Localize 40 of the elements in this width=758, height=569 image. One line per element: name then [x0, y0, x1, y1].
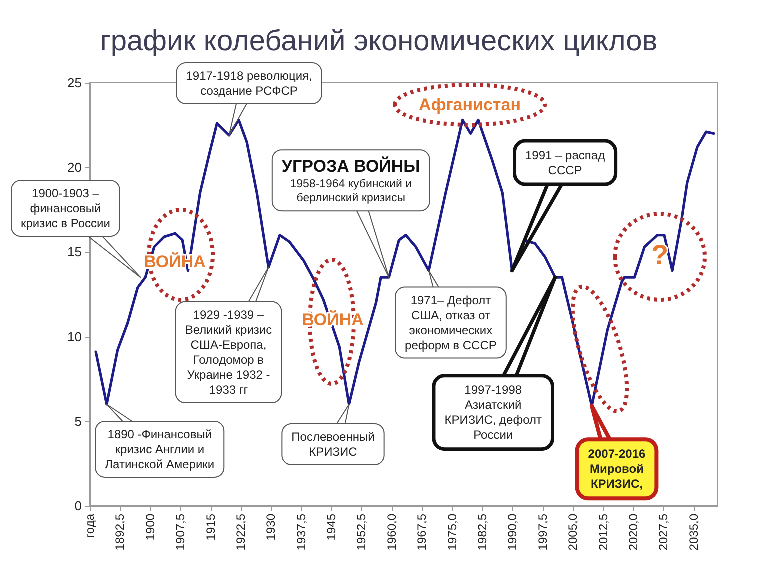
x-tick-label: 2035,0 [686, 514, 701, 551]
y-tick-label: 5 [74, 414, 82, 429]
x-tick-label: 2020,0 [626, 514, 640, 551]
x-tick-label: 1922,5 [234, 514, 248, 551]
x-tick-label: 2005,0 [566, 514, 580, 551]
x-tick-label: 2012,5 [596, 514, 610, 551]
x-tick-label: 1937,5 [294, 514, 308, 551]
x-tick-label: 1990,0 [506, 514, 520, 551]
annotation: УГРОЗА ВОЙНЫ 1958-1964 кубинский и берлинский кризисы [282, 156, 420, 205]
x-tick-label: 1907,5 [174, 514, 188, 551]
annotation: 1890 -Финансовый кризис Англии и Латинской Америки [105, 427, 215, 472]
x-tick-label: 2027,5 [656, 514, 671, 551]
annotation: Послевоенный КРИЗИС [292, 430, 375, 459]
chart-title: график колебаний экономических циклов [100, 26, 658, 58]
x-tick-label: 1982,5 [476, 514, 490, 551]
annotation: ? [651, 240, 669, 270]
annotation: 2007-2016 Мировой КРИЗИС, [588, 447, 646, 492]
x-tick-label: 1945 [324, 514, 339, 541]
x-tick-label: 1930 [264, 514, 278, 541]
x-tick-label: 1900 [143, 514, 158, 541]
annotation: 1900-1903 – финансовый кризис в России [21, 186, 110, 231]
annotation: 1971– Дефолт США, отказ от экономических реформ в СССР [405, 293, 497, 352]
annotation: 1929 -1939 – Великий кризис США-Европа, Голодомор в Украине 1932 - 1933 гг [185, 308, 272, 397]
x-tick-label: 1892,5 [113, 514, 128, 551]
x-tick-label: 1952,5 [354, 514, 369, 551]
annotation: 1917-1918 революция, создание РСФСР [186, 68, 312, 98]
y-tick-label: 20 [68, 160, 82, 176]
y-tick-label: 0 [74, 498, 82, 514]
y-tick-label: 15 [68, 244, 82, 260]
x-tick-label: 1967,5 [415, 514, 430, 551]
annotation: 1997-1998 Азиатский КРИЗИС, дефолт России [444, 383, 543, 442]
annotation: 1991 – распад СССР [526, 148, 606, 178]
x-tick-label: 1997,5 [536, 514, 550, 551]
x-tick-label: 1960,0 [384, 514, 399, 551]
annotation: Афганистан [419, 96, 521, 114]
x-tick-label: 1915 [204, 514, 218, 541]
y-tick-label: 10 [68, 329, 82, 344]
x-tick-label: 1975,0 [445, 514, 460, 551]
x-tick-label: года [83, 514, 97, 538]
y-tick-label: 25 [68, 76, 82, 90]
